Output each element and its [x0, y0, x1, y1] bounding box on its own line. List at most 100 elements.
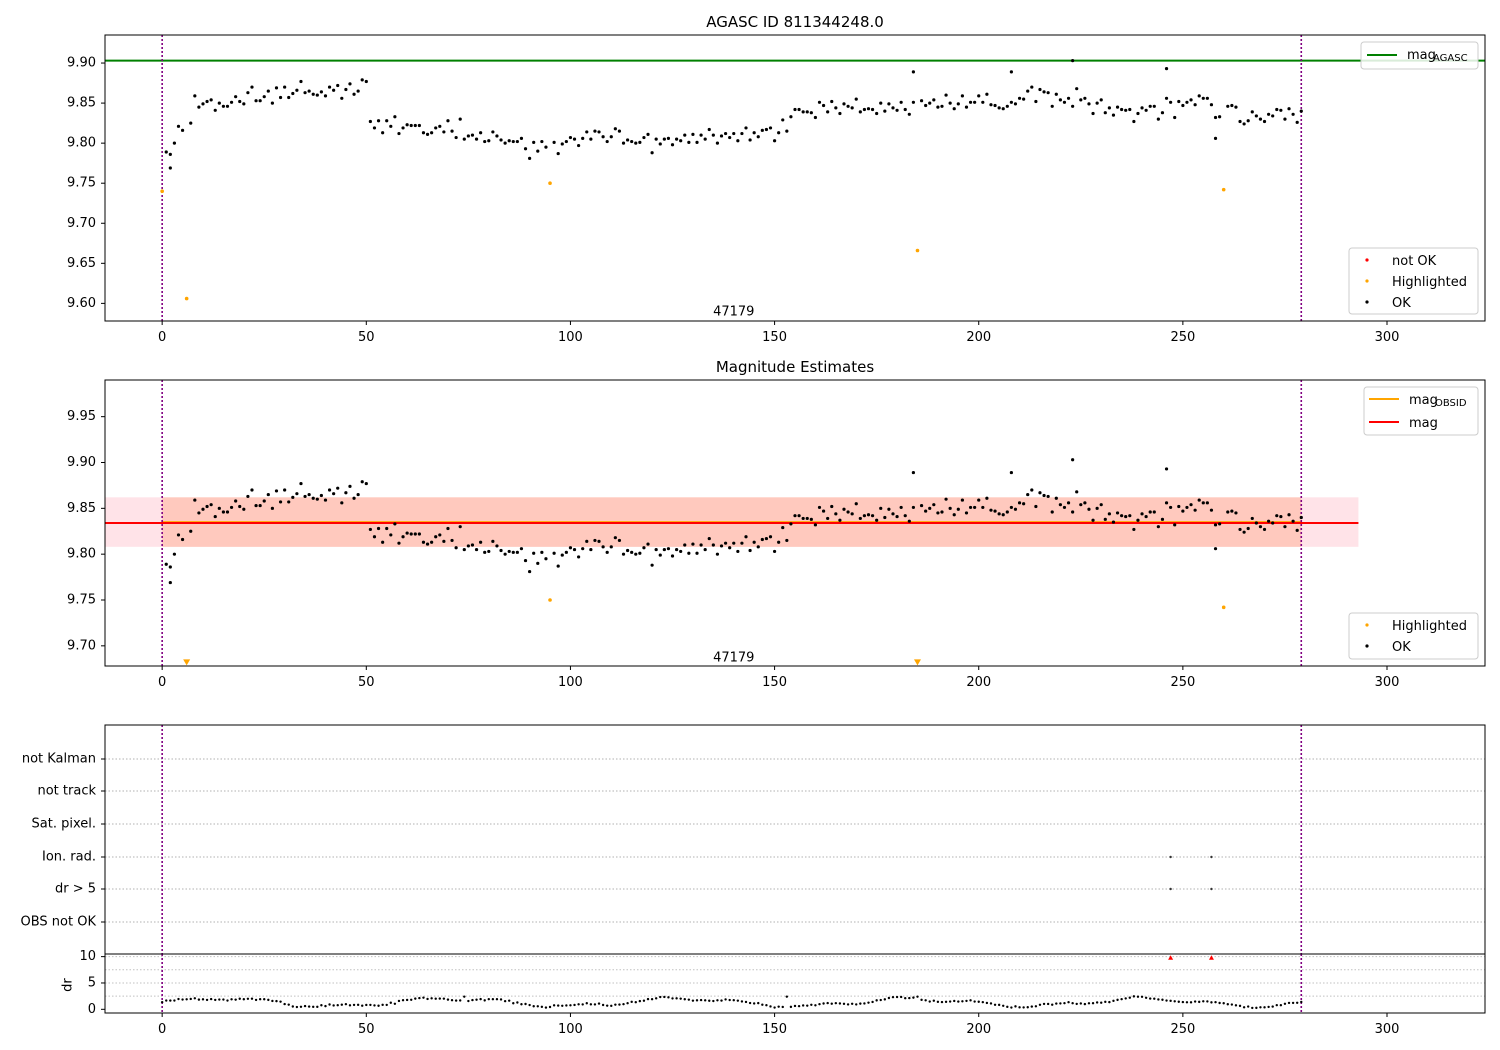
ok-point — [434, 535, 438, 539]
ok-point — [997, 106, 1001, 110]
ok-point — [993, 509, 997, 513]
dr-point — [1091, 1001, 1095, 1005]
dr-point — [1267, 1005, 1270, 1009]
ok-point — [450, 538, 454, 543]
legend-status2 — [1348, 612, 1479, 660]
panel1-xtick-label: 200 — [966, 330, 991, 345]
ok-point — [1213, 523, 1218, 527]
dr-point — [246, 997, 250, 1000]
ok-point — [617, 129, 622, 133]
ok-point — [1071, 59, 1075, 63]
dr-point — [332, 1004, 335, 1007]
ok-point — [458, 525, 462, 529]
highlighted-point — [160, 189, 164, 194]
dr-point — [724, 998, 727, 1001]
panel-flags: not Kalman not track Sat. pixel. Ion. rad. d… — [21, 724, 1486, 955]
panel2-xtick-label: 0 — [158, 675, 166, 690]
dr-point — [1238, 1004, 1242, 1008]
ok-point — [295, 492, 299, 496]
ok-point — [985, 92, 989, 96]
dr-point — [556, 1004, 560, 1007]
ok-point — [1066, 501, 1071, 505]
dr-point — [508, 999, 511, 1002]
ok-point — [1258, 117, 1263, 121]
dr-point — [1291, 1001, 1295, 1005]
legend-status2-label: Highlighted — [1392, 619, 1467, 634]
dr-point — [1042, 1002, 1046, 1006]
ok-point — [560, 142, 564, 146]
ok-point — [581, 547, 585, 551]
ok-point — [1009, 70, 1013, 74]
ok-point — [589, 547, 593, 552]
ok-point — [1201, 501, 1205, 505]
ok-point — [1136, 111, 1140, 116]
ok-point — [307, 89, 311, 93]
ok-point — [781, 525, 785, 530]
ok-point — [993, 103, 997, 108]
ok-point — [597, 130, 601, 134]
ok-point — [258, 503, 262, 508]
ok-point — [479, 131, 483, 135]
dr-axis-label: dr — [61, 978, 76, 992]
legend-status-label: OK — [1392, 296, 1411, 311]
ok-point — [887, 507, 891, 511]
ok-point — [989, 103, 993, 107]
panel1-xtick-label: 300 — [1375, 330, 1400, 345]
dr-point — [850, 1002, 854, 1005]
ok-point — [752, 131, 756, 135]
ok-point — [209, 503, 213, 507]
ok-point — [572, 547, 577, 552]
ok-point — [536, 561, 540, 565]
ok-point — [474, 547, 479, 552]
dr-point — [997, 1003, 1001, 1007]
ok-point — [674, 137, 679, 141]
dr-point — [536, 1005, 539, 1008]
dr-point — [267, 998, 270, 1002]
panel4-xtick-label: 100 — [558, 1022, 583, 1037]
ok-point — [1185, 505, 1189, 510]
legend-status2-marker — [1365, 623, 1369, 627]
ok-point — [511, 550, 515, 554]
ok-point — [1099, 503, 1103, 507]
panel2-title: Magnitude Estimates — [716, 358, 874, 376]
dr-point — [916, 995, 919, 998]
ok-point — [956, 507, 960, 511]
ok-point — [430, 540, 434, 544]
ok-point — [609, 135, 613, 139]
ok-point — [617, 538, 622, 543]
ok-point — [597, 539, 601, 543]
ok-point — [1026, 492, 1030, 497]
ok-point — [997, 512, 1001, 516]
dr-point — [1206, 1000, 1209, 1003]
ok-point — [1013, 102, 1018, 106]
ok-point — [1083, 96, 1087, 100]
ok-point — [1230, 509, 1234, 513]
legend-agasc — [1360, 41, 1479, 70]
dr-point — [601, 1003, 605, 1007]
panel1-ytick-label: 9.90 — [67, 56, 96, 71]
dr-point — [650, 997, 654, 1001]
dr-point — [1255, 1006, 1258, 1010]
ok-point — [658, 142, 662, 146]
ok-point — [866, 107, 871, 111]
ok-point — [376, 526, 381, 531]
ok-point — [1009, 470, 1013, 475]
ok-point — [1005, 104, 1009, 108]
ok-point — [854, 97, 858, 101]
ok-point — [519, 136, 524, 140]
dr-point — [524, 1002, 527, 1006]
dr-point — [197, 998, 201, 1001]
ok-point — [821, 509, 826, 513]
ok-point — [438, 124, 442, 128]
ok-point — [605, 550, 609, 554]
ok-point — [1107, 106, 1111, 110]
panel2-ytick-label: 9.80 — [67, 547, 96, 562]
ok-point — [805, 516, 809, 521]
dr-point — [904, 997, 907, 1000]
ok-point — [405, 123, 409, 127]
ok-point — [1148, 104, 1152, 108]
ok-point — [1279, 514, 1283, 519]
dr-point — [993, 1003, 997, 1006]
ok-point — [732, 541, 736, 545]
ok-point — [368, 527, 372, 532]
